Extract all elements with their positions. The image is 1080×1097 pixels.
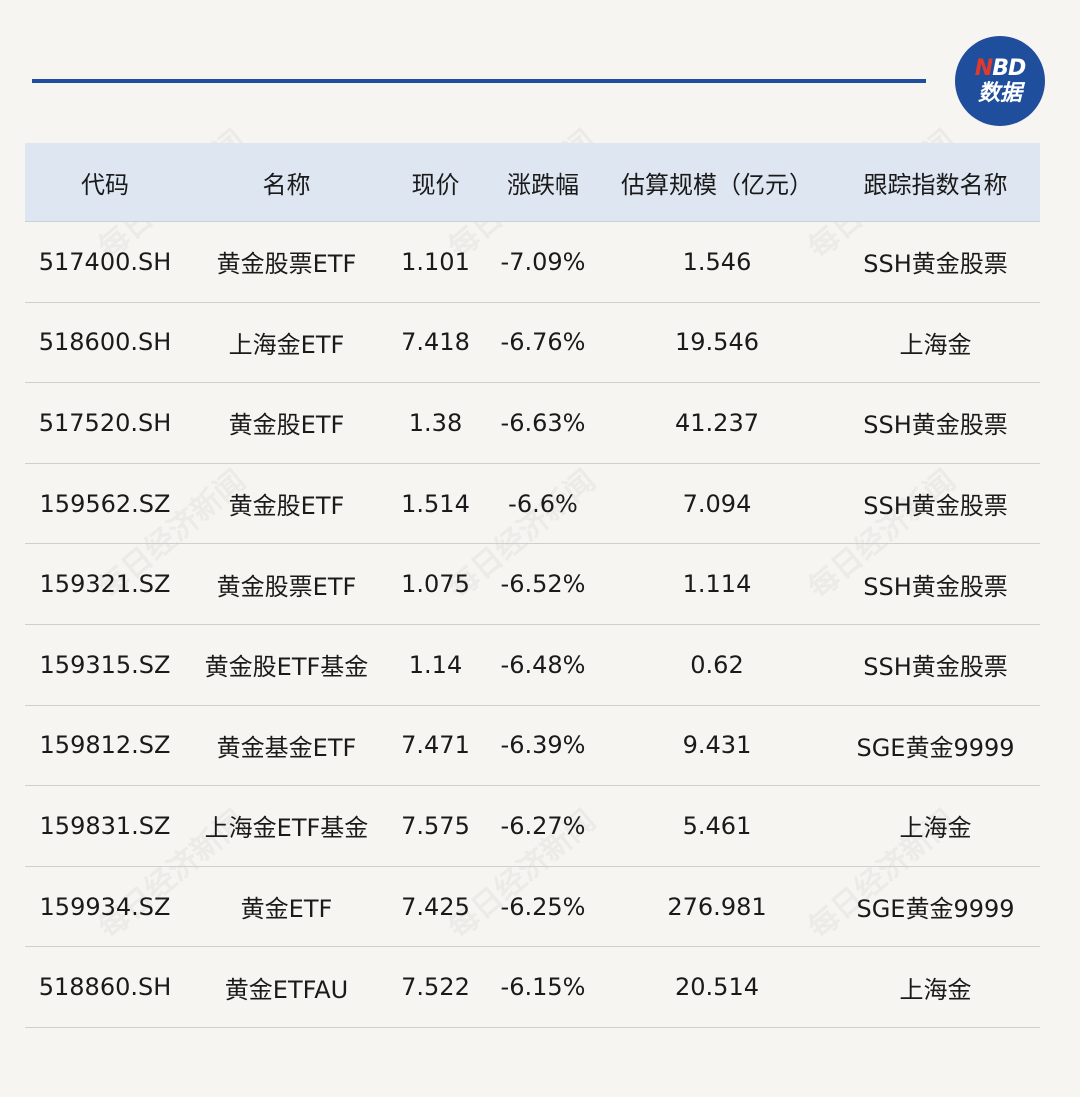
table-row: 159831.SZ 上海金ETF基金 7.575 -6.27% 5.461 上海金 xyxy=(25,786,1040,867)
cell-name: 黄金股ETF基金 xyxy=(204,653,369,682)
cell-index: SSH黄金股票 xyxy=(863,653,1008,682)
cell-change: -6.6% xyxy=(508,489,578,518)
table-row: 159321.SZ 黄金股票ETF 1.075 -6.52% 1.114 SSH黄金股票 xyxy=(25,544,1040,625)
cell-index: SSH黄金股票 xyxy=(863,572,1008,601)
cell-scale: 7.094 xyxy=(682,489,752,518)
cell-price: 1.514 xyxy=(401,489,470,518)
cell-price: 7.575 xyxy=(401,811,470,840)
header-code: 代码 xyxy=(81,170,129,199)
cell-scale: 0.62 xyxy=(690,650,744,679)
table-row: 159562.SZ 黄金股ETF 1.514 -6.6% 7.094 SSH黄金股票 xyxy=(25,464,1040,545)
cell-index: SGE黄金9999 xyxy=(856,895,1015,924)
logo-letters-bd: BD xyxy=(992,55,1026,81)
cell-name: 上海金ETF基金 xyxy=(204,814,369,843)
cell-index: SSH黄金股票 xyxy=(863,411,1008,440)
header-index: 跟踪指数名称 xyxy=(863,170,1008,199)
table-header-row: 代码 名称 现价 涨跌幅 估算规模（亿元） 跟踪指数名称 xyxy=(25,143,1040,222)
cell-price: 7.418 xyxy=(401,328,470,357)
cell-index: SSH黄金股票 xyxy=(863,492,1008,521)
table-row: 517400.SH 黄金股票ETF 1.101 -7.09% 1.546 SSH黄金股票 xyxy=(25,222,1040,303)
cell-change: -6.15% xyxy=(500,973,586,1002)
cell-scale: 1.546 xyxy=(682,247,752,276)
cell-index: 上海金 xyxy=(899,975,972,1004)
logo-subtitle: 数据 xyxy=(977,80,1022,106)
table-row: 159812.SZ 黄金基金ETF 7.471 -6.39% 9.431 SGE黄金999… xyxy=(25,706,1040,787)
cell-change: -6.48% xyxy=(500,650,586,679)
cell-name: 黄金股ETF xyxy=(228,411,345,440)
header-divider-line xyxy=(32,79,926,83)
header-scale: 估算规模（亿元） xyxy=(621,170,813,199)
cell-code: 518860.SH xyxy=(38,973,172,1002)
cell-code: 159321.SZ xyxy=(39,570,171,599)
logo-letter-n: N xyxy=(974,55,993,81)
cell-scale: 276.981 xyxy=(667,892,767,921)
table-row: 159315.SZ 黄金股ETF基金 1.14 -6.48% 0.62 SSH黄金股票 xyxy=(25,625,1040,706)
cell-name: 黄金基金ETF xyxy=(216,733,357,762)
header-name: 名称 xyxy=(262,170,311,199)
cell-code: 517400.SH xyxy=(38,247,172,276)
table-row: 159934.SZ 黄金ETF 7.425 -6.25% 276.981 SGE黄金999… xyxy=(25,867,1040,948)
etf-table: 代码 名称 现价 涨跌幅 估算规模（亿元） 跟踪指数名称 517400.SH 黄金… xyxy=(25,143,1040,1028)
table-body: 517400.SH 黄金股票ETF 1.101 -7.09% 1.546 SSH黄金股票 5… xyxy=(25,222,1040,1028)
cell-code: 518600.SH xyxy=(38,328,172,357)
cell-change: -7.09% xyxy=(500,247,586,276)
cell-change: -6.39% xyxy=(500,731,586,760)
cell-scale: 41.237 xyxy=(675,408,759,437)
cell-change: -6.27% xyxy=(500,811,586,840)
cell-name: 黄金ETFAU xyxy=(224,975,349,1004)
cell-code: 517520.SH xyxy=(38,408,172,437)
cell-price: 7.425 xyxy=(401,892,470,921)
cell-code: 159562.SZ xyxy=(39,489,171,518)
cell-index: SSH黄金股票 xyxy=(863,250,1008,279)
table-row: 518600.SH 上海金ETF 7.418 -6.76% 19.546 上海金 xyxy=(25,303,1040,384)
cell-price: 1.101 xyxy=(401,247,470,276)
cell-price: 7.471 xyxy=(401,731,470,760)
cell-name: 黄金ETF xyxy=(240,895,333,924)
header-price: 现价 xyxy=(411,170,460,199)
table-row: 518860.SH 黄金ETFAU 7.522 -6.15% 20.514 上海金 xyxy=(25,947,1040,1028)
cell-scale: 1.114 xyxy=(682,570,752,599)
cell-name: 黄金股票ETF xyxy=(216,572,357,601)
cell-scale: 19.546 xyxy=(675,328,759,357)
cell-price: 1.14 xyxy=(408,650,463,679)
cell-code: 159812.SZ xyxy=(39,731,171,760)
cell-scale: 5.461 xyxy=(682,811,752,840)
cell-price: 7.522 xyxy=(401,973,470,1002)
cell-change: -6.25% xyxy=(500,892,586,921)
cell-code: 159831.SZ xyxy=(39,811,171,840)
header-change: 涨跌幅 xyxy=(507,170,579,199)
cell-change: -6.52% xyxy=(500,570,586,599)
cell-name: 黄金股票ETF xyxy=(216,250,357,279)
nbd-data-logo: NBD 数据 xyxy=(955,36,1045,126)
cell-scale: 20.514 xyxy=(675,973,759,1002)
cell-price: 1.075 xyxy=(401,570,470,599)
table-row: 517520.SH 黄金股ETF 1.38 -6.63% 41.237 SSH黄金股票 xyxy=(25,383,1040,464)
cell-price: 1.38 xyxy=(408,408,463,437)
cell-index: 上海金 xyxy=(899,814,972,843)
cell-name: 上海金ETF xyxy=(228,330,345,359)
cell-code: 159934.SZ xyxy=(39,892,171,921)
cell-index: 上海金 xyxy=(899,330,972,359)
cell-name: 黄金股ETF xyxy=(228,492,345,521)
cell-change: -6.63% xyxy=(500,408,586,437)
cell-index: SGE黄金9999 xyxy=(856,733,1015,762)
cell-scale: 9.431 xyxy=(682,731,752,760)
cell-change: -6.76% xyxy=(500,328,586,357)
cell-code: 159315.SZ xyxy=(39,650,171,679)
